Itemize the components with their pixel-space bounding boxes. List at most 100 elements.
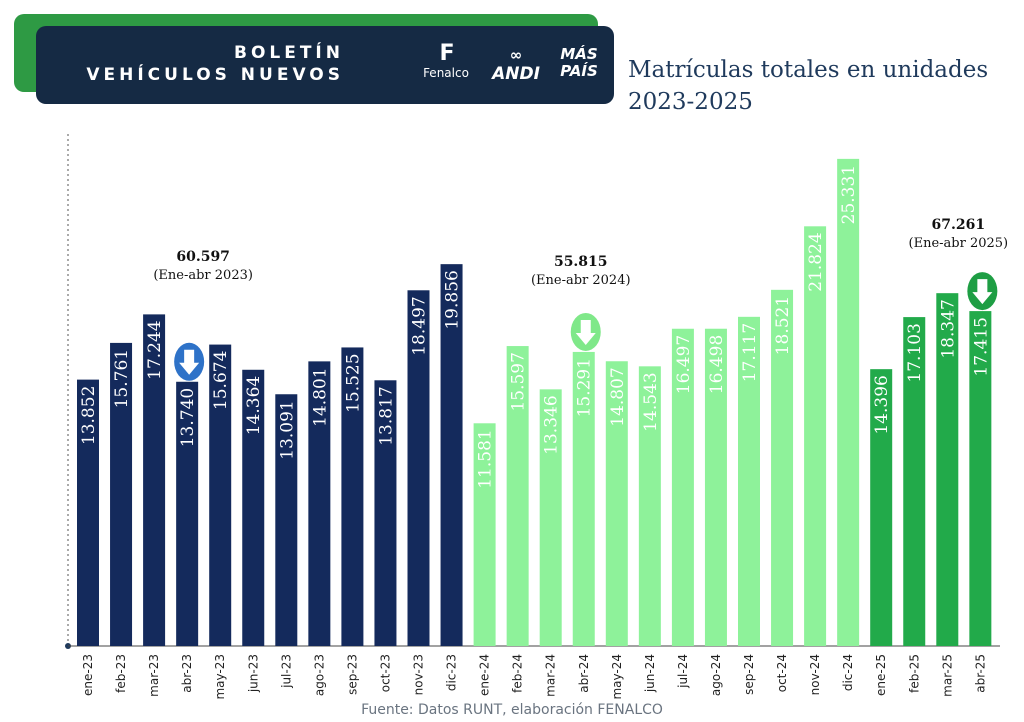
x-tick-label: jun-24 [643,654,657,693]
x-tick-label: jun-23 [246,654,260,693]
bar-ago-23 [308,361,331,646]
bar-value-label: 16.497 [674,335,694,394]
x-tick-label: abr-25 [973,654,987,693]
bar-value-label: 14.807 [608,367,628,426]
bar-value-label: 15.674 [211,351,231,410]
bar-value-label: 14.801 [310,367,330,426]
annotation-total-2023: 60.597 [176,249,230,265]
bar-chart: 13.852 ene-23 15.761 feb-23 17.244 mar-23 13.7… [65,134,1009,700]
x-tick-label: feb-24 [511,654,525,693]
x-tick-label: mar-23 [147,654,161,697]
bulletin-title: BOLETÍN VEHÍCULOS NUEVOS [86,42,344,86]
bar-nov-24 [804,226,827,647]
bar-ene-25 [870,369,893,646]
x-tick-label: feb-25 [907,654,921,693]
annotation-total-2025: 67.261 [932,217,986,233]
bar-value-label: 13.091 [277,400,297,459]
bar-value-label: 18.497 [410,296,430,355]
bar-sep-24 [738,316,760,646]
bar-value-label: 13.346 [542,395,562,454]
x-tick-label: ago-24 [709,654,723,696]
bar-value-label: 17.244 [145,320,165,379]
mas-pais-logo-line1: MÁS [560,45,598,63]
annotation-period-2024: (Ene-abr 2024) [531,273,631,288]
x-tick-label: jul-24 [676,654,690,689]
x-tick-label: mar-24 [544,654,558,697]
andi-logo: ∞ ANDI [488,46,544,84]
bar-jun-23 [242,369,265,646]
annotation-period-2025: (Ene-abr 2025) [909,236,1009,251]
bar-value-label: 14.396 [872,375,892,434]
x-tick-label: ago-23 [312,654,326,696]
bar-sep-23 [341,347,364,646]
mas-pais-logo: MÁS PAÍS [554,46,604,80]
x-tick-label: sep-23 [345,654,359,695]
x-tick-label: abr-24 [577,654,591,693]
bar-value-label: 21.824 [806,232,826,291]
x-tick-label: ene-23 [81,654,95,696]
down-arrow-icon [967,272,998,311]
bar-value-label: 19.856 [443,270,463,329]
bar-value-label: 25.331 [839,165,859,224]
bar-oct-24 [771,289,794,646]
bar-value-label: 13.740 [178,388,198,447]
chart-title-line2: 2023-2025 [628,89,753,115]
bar-ene-23 [77,379,99,646]
bar-value-label: 18.521 [773,296,793,355]
bar-mar-25 [936,293,959,646]
x-tick-label: may-23 [213,654,227,700]
x-tick-label: dic-24 [841,654,855,691]
fenalco-logo-icon: F [439,41,454,66]
bar-abr-25 [969,311,992,646]
down-arrow-icon [570,312,601,351]
bar-value-label: 13.817 [376,386,396,445]
andi-logo-text: ANDI [492,64,540,84]
bar-value-label: 15.291 [575,358,595,417]
x-tick-label: jul-23 [279,654,293,689]
bar-mar-23 [143,314,166,646]
fenalco-logo-text: Fenalco [423,66,469,80]
x-tick-label: nov-24 [808,654,822,695]
fenalco-logo: F Fenalco [416,41,476,81]
bar-jul-23 [275,394,298,646]
x-tick-label: nov-23 [412,654,426,695]
bar-jun-24 [638,366,661,646]
bar-abr-23 [176,381,199,646]
bar-value-label: 15.761 [112,349,132,408]
bar-value-label: 15.597 [509,352,529,411]
bulletin-title-line1: BOLETÍN [233,43,344,63]
bar-may-23 [209,344,232,646]
chart-title: Matrículas totales en unidades 2023-2025 [628,54,1018,118]
annotation-total-2024: 55.815 [554,254,608,270]
bar-abr-24 [572,351,595,646]
bar-feb-24 [506,346,529,646]
bar-ago-24 [704,328,727,646]
bar-value-label: 15.525 [343,353,363,412]
bar-value-label: 13.852 [79,386,99,445]
x-tick-label: dic-23 [445,654,459,691]
chart-title-line1: Matrículas totales en unidades [628,57,989,83]
bar-value-label: 16.498 [707,335,727,394]
bar-ene-24 [473,423,496,646]
x-tick-label: may-24 [610,654,624,700]
bar-value-label: 17.117 [740,323,760,382]
bulletin-title-line2: VEHÍCULOS NUEVOS [86,65,344,85]
bar-value-label: 17.103 [905,323,925,382]
source-note: Fuente: Datos RUNT, elaboración FENALCO [361,702,663,718]
x-tick-label: sep-24 [742,654,756,695]
bar-dic-23 [440,264,463,646]
andi-logo-icon: ∞ [509,46,523,64]
x-tick-label: mar-25 [940,654,954,697]
bar-value-label: 14.543 [641,372,661,431]
x-tick-label: oct-23 [378,654,392,692]
header-dark-banner: BOLETÍN VEHÍCULOS NUEVOS F Fenalco ∞ AND… [36,26,614,104]
bar-nov-23 [407,290,430,646]
mas-pais-logo-line2: PAÍS [560,62,598,80]
x-tick-label: ene-24 [478,654,492,696]
x-tick-label: abr-23 [180,654,194,693]
bar-feb-25 [903,317,926,646]
bar-value-label: 17.415 [971,317,991,376]
bar-may-24 [605,361,628,646]
x-tick-label: feb-23 [114,654,128,693]
annotation-period-2023: (Ene-abr 2023) [153,268,253,283]
